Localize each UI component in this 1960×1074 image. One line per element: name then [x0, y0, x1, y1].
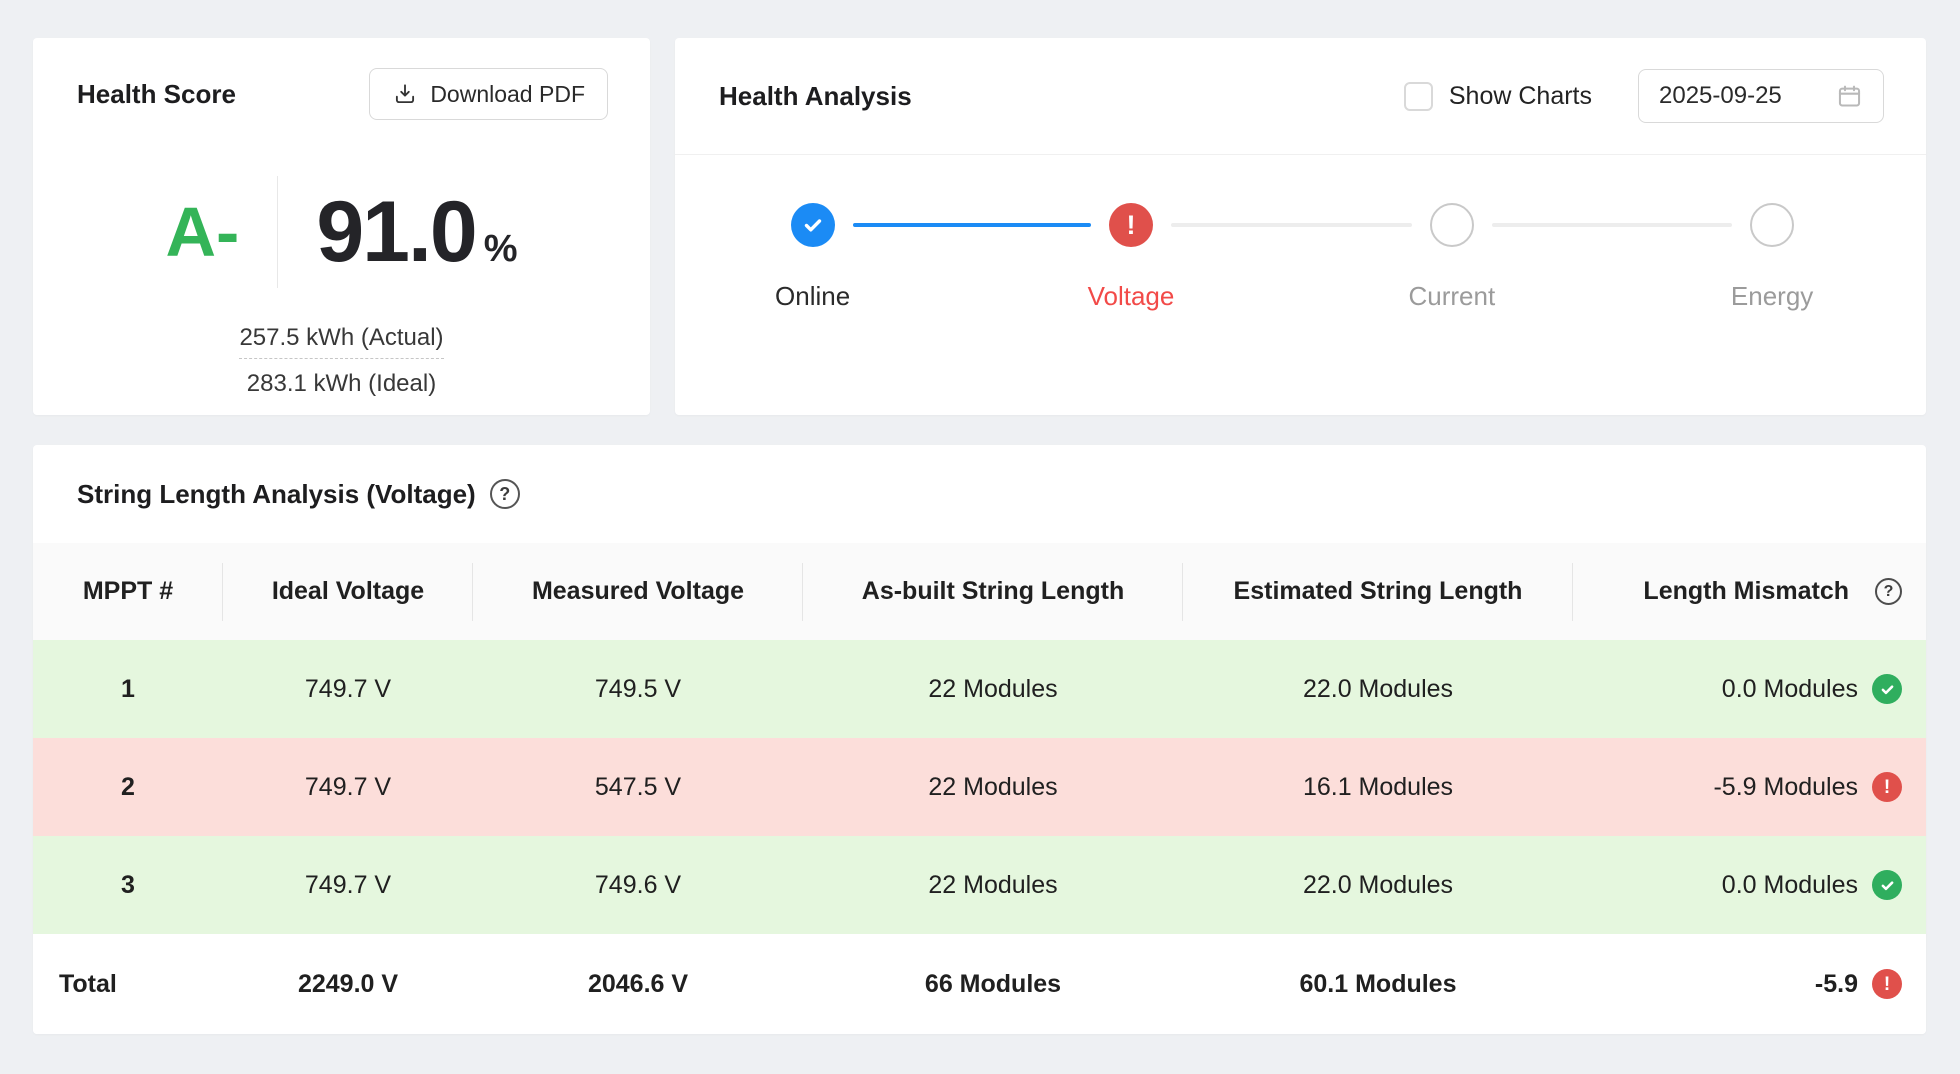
step-label: Voltage — [1087, 281, 1175, 311]
mismatch-value: -5.9 Modules — [1713, 772, 1858, 801]
alert-circle-icon: ! — [1872, 969, 1902, 999]
health-analysis-stepper: Online ! Voltage Current Energy — [675, 155, 1926, 414]
cell-mismatch: 0.0 Modules — [1573, 870, 1926, 900]
date-value: 2025-09-25 — [1659, 82, 1782, 109]
string-length-header: String Length Analysis (Voltage) ? — [33, 445, 1926, 543]
download-pdf-label: Download PDF — [430, 80, 585, 107]
cell-mppt: 1 — [121, 674, 135, 703]
actual-energy: 257.5 kWh (Actual) — [239, 324, 444, 359]
column-header-mppt: MPPT # — [33, 577, 223, 606]
health-score-summary: A- 91.0 % — [33, 176, 650, 288]
health-analysis-header: Health Analysis Show Charts 2025-09-25 — [675, 38, 1926, 155]
cell-as-built: 22 Modules — [928, 772, 1058, 801]
calendar-icon — [1836, 83, 1863, 110]
health-analysis-card: Health Analysis Show Charts 2025-09-25 — [675, 38, 1926, 415]
table-header-row: MPPT # Ideal Voltage Measured Voltage As… — [33, 543, 1926, 640]
stepper-connector — [852, 223, 1091, 227]
top-row: Health Score Download PDF A- 91.0 % — [33, 38, 1926, 415]
table-row: 1 749.7 V 749.5 V 22 Modules 22.0 Module… — [33, 640, 1926, 738]
cell-mismatch: 0.0 Modules — [1573, 674, 1926, 704]
step-current[interactable]: Current — [1332, 203, 1572, 312]
column-header-estimated: Estimated String Length — [1183, 577, 1573, 606]
column-header-measured-voltage: Measured Voltage — [473, 577, 803, 606]
vertical-divider — [277, 176, 279, 288]
table-row: 2 749.7 V 547.5 V 22 Modules 16.1 Module… — [33, 738, 1926, 836]
cell-measured-voltage: 749.6 V — [594, 870, 682, 899]
column-header-ideal-voltage: Ideal Voltage — [223, 577, 473, 606]
mismatch-value: 0.0 Modules — [1721, 674, 1858, 703]
help-icon[interactable]: ? — [489, 479, 520, 509]
cell-as-built: 22 Modules — [928, 870, 1058, 899]
cell-mppt: 3 — [121, 870, 135, 899]
health-analysis-title: Health Analysis — [719, 80, 912, 111]
ideal-energy: 283.1 kWh (Ideal) — [246, 370, 437, 397]
health-grade: A- — [165, 193, 240, 271]
health-score-title: Health Score — [77, 78, 236, 109]
score-unit: % — [483, 227, 518, 270]
show-charts-checkbox[interactable] — [1403, 81, 1433, 111]
actual-energy-line: 257.5 kWh (Actual) — [33, 324, 650, 359]
cell-measured-voltage: 749.5 V — [594, 674, 682, 703]
length-mismatch-label: Length Mismatch — [1643, 577, 1849, 605]
total-measured-voltage: 2046.6 V — [587, 969, 689, 998]
score-number: 91.0 — [316, 183, 477, 280]
string-length-analysis-card: String Length Analysis (Voltage) ? MPPT … — [33, 445, 1926, 1034]
mismatch-value: -5.9 — [1814, 969, 1858, 998]
step-voltage[interactable]: ! Voltage — [1011, 203, 1251, 312]
cell-mismatch: -5.9 Modules ! — [1573, 772, 1926, 802]
total-as-built: 66 Modules — [924, 969, 1062, 998]
step-label: Current — [1408, 281, 1496, 311]
mismatch-value: 0.0 Modules — [1721, 870, 1858, 899]
cell-as-built: 22 Modules — [928, 674, 1058, 703]
cell-estimated: 16.1 Modules — [1302, 772, 1454, 801]
table-total-row: Total 2249.0 V 2046.6 V 66 Modules 60.1 … — [33, 934, 1926, 1034]
total-mismatch: -5.9 ! — [1573, 969, 1926, 999]
cell-ideal-voltage: 749.7 V — [304, 674, 392, 703]
cell-estimated: 22.0 Modules — [1302, 870, 1454, 899]
show-charts-label: Show Charts — [1448, 81, 1592, 110]
cell-ideal-voltage: 749.7 V — [304, 772, 392, 801]
show-charts-toggle[interactable]: Show Charts — [1403, 81, 1592, 111]
stepper-connector — [1491, 223, 1733, 227]
total-label: Total — [59, 969, 117, 998]
download-pdf-button[interactable]: Download PDF — [369, 68, 608, 120]
empty-circle-icon — [1750, 203, 1795, 247]
step-online[interactable]: Online — [693, 203, 933, 312]
energy-summary: 257.5 kWh (Actual) 283.1 kWh (Ideal) — [33, 324, 650, 398]
download-icon — [392, 81, 418, 107]
step-energy[interactable]: Energy — [1652, 203, 1892, 312]
total-ideal-voltage: 2249.0 V — [297, 969, 399, 998]
cell-estimated: 22.0 Modules — [1302, 674, 1454, 703]
column-header-length-mismatch: Length Mismatch ? — [1573, 577, 1926, 606]
empty-circle-icon — [1429, 203, 1474, 247]
step-label: Online — [775, 281, 851, 311]
health-score-value: 91.0 % — [316, 183, 517, 282]
cell-ideal-voltage: 749.7 V — [304, 870, 392, 899]
health-score-card: Health Score Download PDF A- 91.0 % — [33, 38, 650, 415]
date-picker[interactable]: 2025-09-25 — [1638, 69, 1884, 123]
check-circle-icon — [1872, 674, 1902, 704]
total-estimated: 60.1 Modules — [1299, 969, 1457, 998]
health-score-header: Health Score Download PDF — [33, 38, 650, 120]
stepper-connector — [1170, 223, 1412, 227]
check-circle-icon — [790, 203, 835, 247]
step-label: Energy — [1730, 281, 1814, 311]
table-row: 3 749.7 V 749.6 V 22 Modules 22.0 Module… — [33, 836, 1926, 934]
help-icon[interactable]: ? — [1875, 578, 1902, 605]
column-header-as-built: As-built String Length — [803, 577, 1183, 606]
cell-measured-voltage: 547.5 V — [594, 772, 682, 801]
string-length-title: String Length Analysis (Voltage) — [77, 478, 476, 509]
alert-circle-icon: ! — [1108, 203, 1153, 247]
alert-circle-icon: ! — [1872, 772, 1902, 802]
cell-mppt: 2 — [121, 772, 135, 801]
check-circle-icon — [1872, 870, 1902, 900]
